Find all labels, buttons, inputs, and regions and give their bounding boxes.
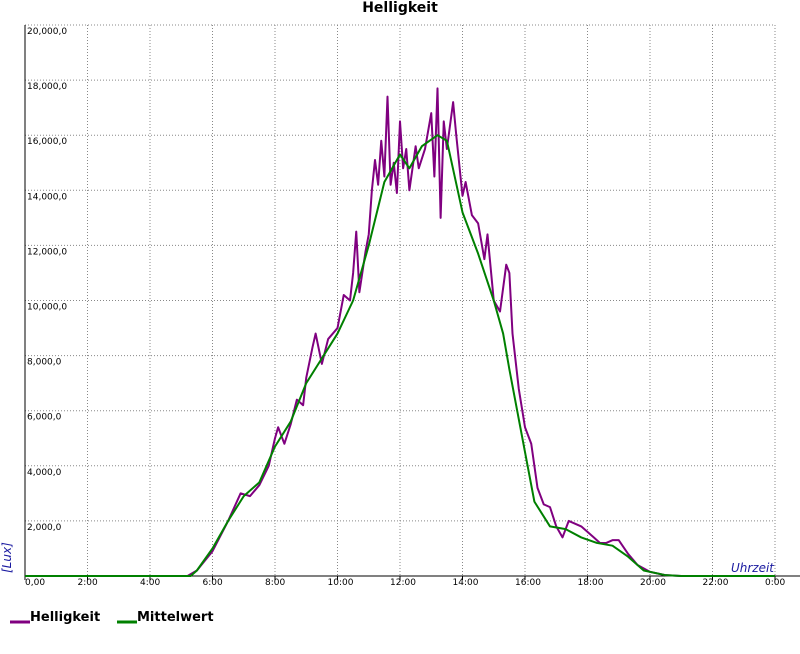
x-tick-label: 22:00 [703, 578, 729, 588]
legend-label: Helligkeit [30, 610, 100, 625]
data-line [25, 87, 775, 577]
y-tick-label: 8,000,0 [27, 358, 62, 368]
x-tick-label: 16:00 [515, 578, 541, 588]
y-tick-label: 2,000,0 [27, 523, 62, 533]
y-tick-label: 18,000,0 [27, 82, 67, 92]
y-tick-label: 4,000,0 [27, 468, 62, 478]
y-axis-label: [Lux] [0, 542, 14, 573]
x-tick-label: 18:00 [578, 578, 604, 588]
data-line [25, 134, 775, 577]
x-tick-label: 4:00 [140, 578, 160, 588]
x-tick-label: 2:00 [78, 578, 98, 588]
x-tick-label: 6:00 [203, 578, 223, 588]
y-tick-label: 12,000,0 [27, 247, 67, 257]
x-tick-label: 12:00 [390, 578, 416, 588]
x-axis-label: Uhrzeit [731, 561, 775, 575]
x-tick-label: 8:00 [265, 578, 285, 588]
x-tick-label: 0:00 [765, 578, 785, 588]
x-tick-label: 14:00 [453, 578, 479, 588]
y-tick-label: 16,000,0 [27, 137, 67, 147]
x-tick-label: 20:00 [640, 578, 666, 588]
x-tick-label: 0,00 [25, 578, 45, 588]
y-tick-label: 20,000,0 [27, 27, 67, 37]
y-tick-label: 6,000,0 [27, 413, 62, 423]
y-tick-label: 14,000,0 [27, 192, 67, 202]
chart-title: Helligkeit [362, 0, 438, 16]
legend-label: Mittelwert [137, 610, 214, 625]
x-tick-label: 10:00 [328, 578, 354, 588]
y-tick-label: 10,000,0 [27, 303, 67, 313]
